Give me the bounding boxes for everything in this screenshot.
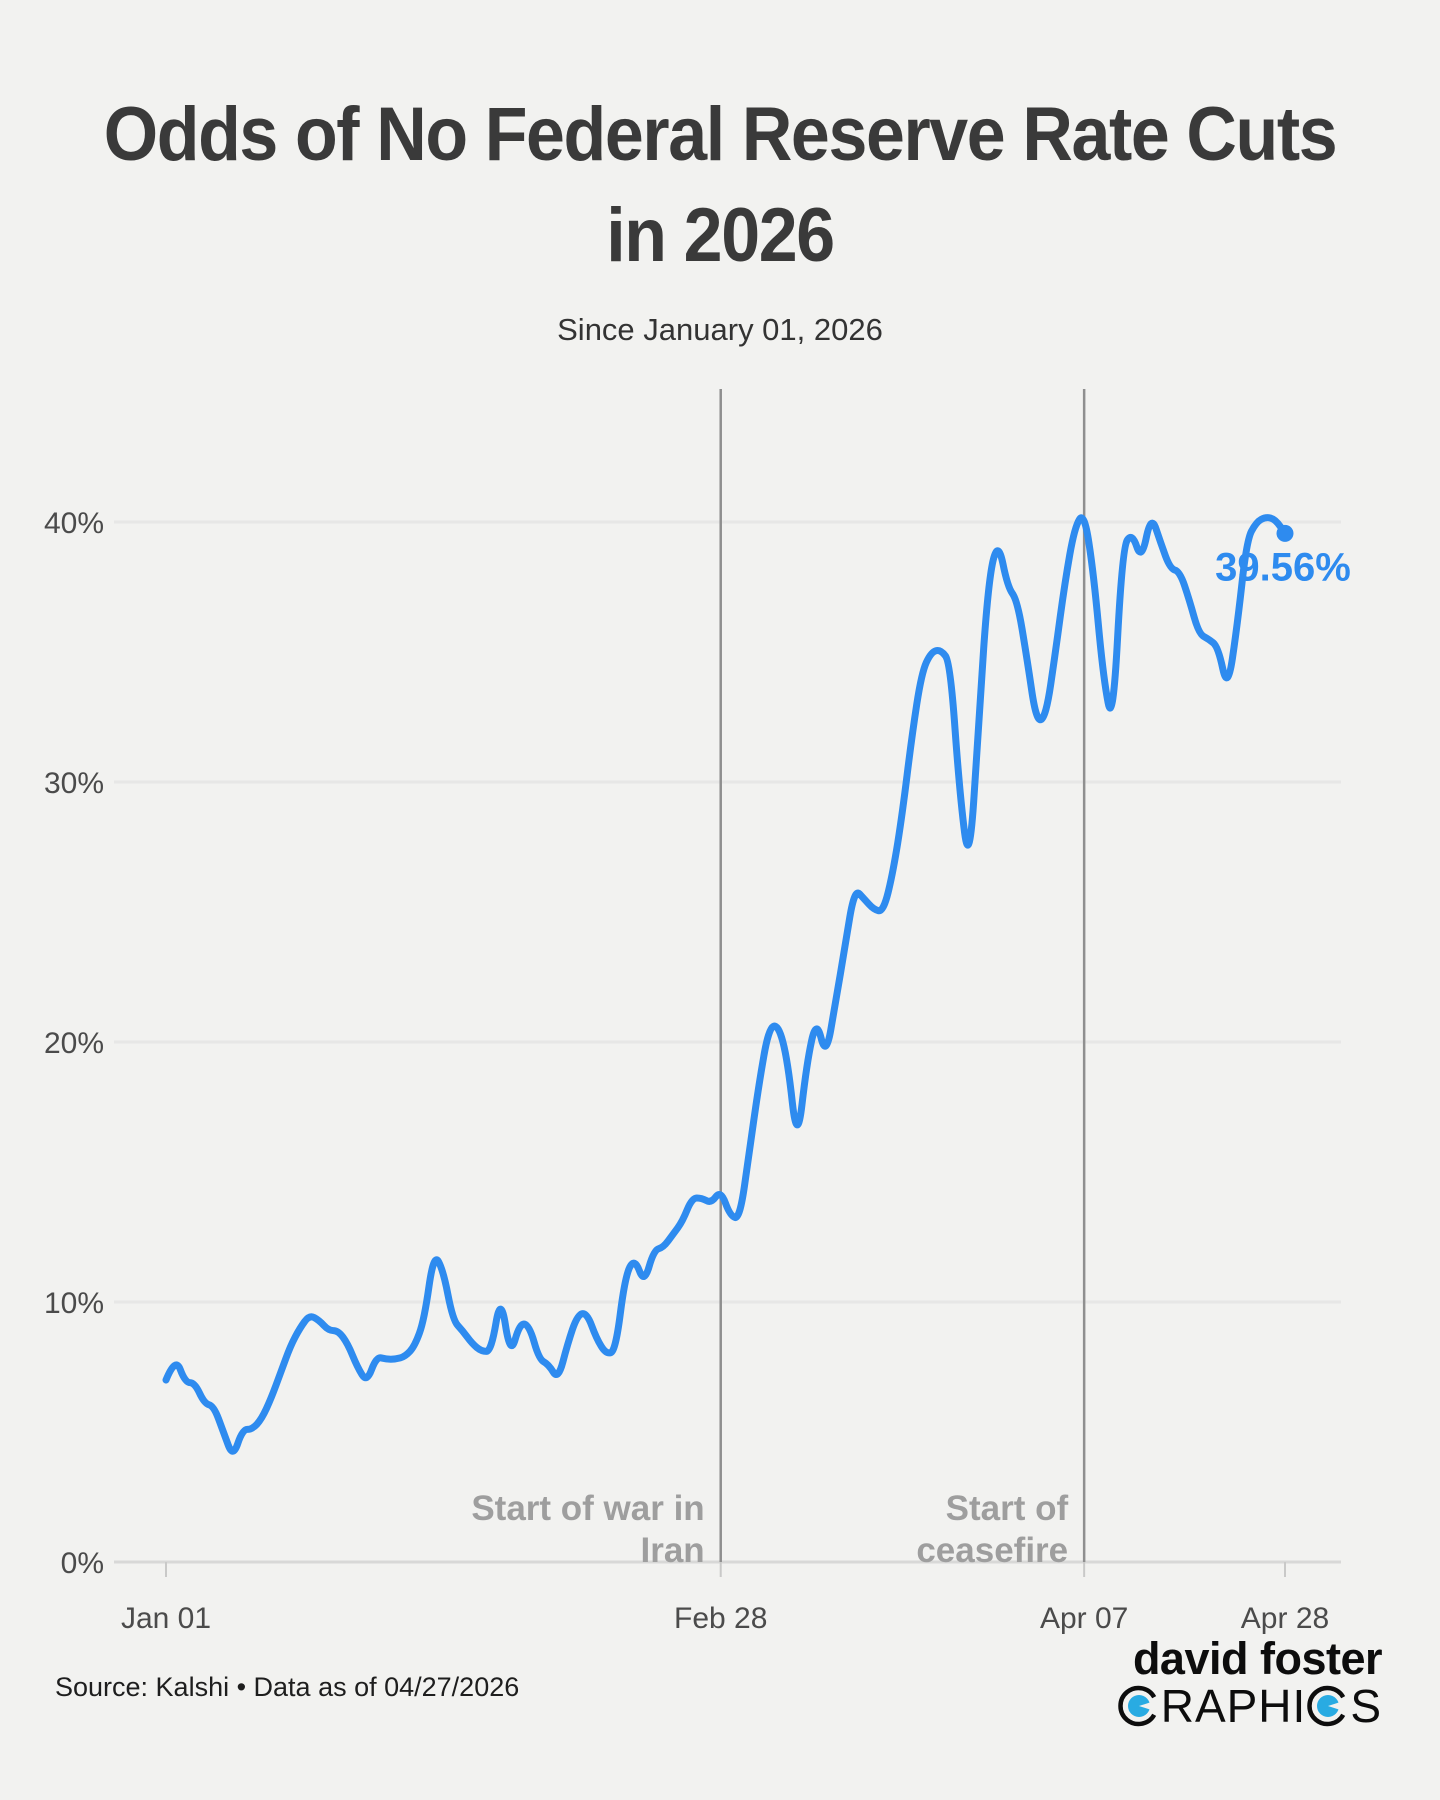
logo-word: RAPHI S bbox=[1117, 1682, 1382, 1730]
chart-subtitle: Since January 01, 2026 bbox=[557, 312, 883, 347]
annotation-war-line-1: Start of war in bbox=[471, 1489, 704, 1528]
x-tick-label: Feb 28 bbox=[674, 1602, 767, 1635]
logo-word-end: S bbox=[1350, 1680, 1382, 1732]
y-tick-label: 40% bbox=[44, 507, 104, 540]
series-path bbox=[162, 514, 1289, 1455]
last-value-label: 39.56% bbox=[1215, 545, 1351, 589]
x-tick-label: Apr 07 bbox=[1040, 1602, 1128, 1635]
title-line-2: in 2026 bbox=[606, 193, 835, 278]
logo-name: david foster bbox=[1132, 1633, 1383, 1684]
logo-c-icon bbox=[1307, 1685, 1346, 1727]
y-tick-label: 20% bbox=[44, 1027, 104, 1060]
x-tick-label: Jan 01 bbox=[121, 1602, 211, 1635]
x-axis: Jan 01 Feb 28 Apr 07 Apr 28 bbox=[121, 1602, 1329, 1635]
title-line-1: Odds of No Federal Reserve Rate Cuts bbox=[103, 92, 1338, 177]
y-tick-label: 30% bbox=[44, 767, 104, 800]
annotation-ceasefire-line-2: ceasefire bbox=[916, 1531, 1068, 1570]
logo-g-icon bbox=[1118, 1685, 1156, 1727]
x-axis-tick-marks bbox=[165, 1562, 1286, 1577]
source-note: Source: Kalshi • Data as of 04/27/2026 bbox=[55, 1672, 520, 1702]
x-tick-label: Apr 28 bbox=[1241, 1602, 1329, 1635]
y-axis: 40% 30% 20% 10% 0% bbox=[44, 507, 104, 1580]
y-tick-label: 0% bbox=[61, 1547, 104, 1580]
last-point-dot bbox=[1276, 524, 1294, 542]
event-lines bbox=[719, 389, 1086, 1562]
annotation-war-line-2: Iran bbox=[641, 1531, 705, 1570]
logo-word-mid: RAPHI bbox=[1160, 1680, 1307, 1732]
y-tick-label: 10% bbox=[44, 1287, 104, 1320]
gridlines bbox=[114, 520, 1341, 1564]
series-line bbox=[162, 514, 1294, 1455]
event-annotations: Start of war in Iran Start of ceasefire bbox=[471, 1489, 1068, 1570]
annotation-ceasefire-line-1: Start of bbox=[946, 1489, 1069, 1528]
brand-logo: david foster RAPHI S bbox=[1117, 1633, 1383, 1730]
page-title: Odds of No Federal Reserve Rate Cuts in … bbox=[58, 84, 1383, 286]
